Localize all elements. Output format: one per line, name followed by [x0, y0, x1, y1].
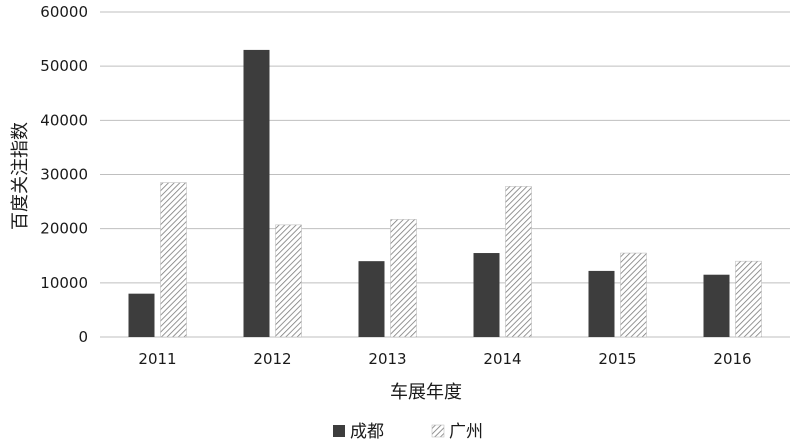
y-axis-ticks: 0 10000 20000 30000 40000 50000 60000 — [40, 3, 88, 346]
bar-guangzhou-2014 — [505, 186, 532, 338]
gridlines — [100, 11, 790, 338]
bar-chengdu-2011 — [128, 293, 155, 337]
bar-chengdu-2012 — [243, 49, 270, 338]
y-tick-label: 0 — [78, 328, 88, 346]
bar-chengdu-2015 — [588, 270, 615, 337]
y-tick-label: 10000 — [40, 274, 88, 292]
bar-chengdu-2013 — [358, 261, 385, 337]
bar-chengdu-2016 — [703, 274, 730, 337]
y-tick-label: 40000 — [40, 111, 88, 129]
bars — [128, 49, 762, 338]
y-tick-label: 30000 — [40, 166, 88, 184]
x-tick-label: 2014 — [483, 350, 521, 368]
y-axis-title: 百度关注指数 — [10, 122, 31, 230]
x-tick-label: 2012 — [253, 350, 291, 368]
legend-swatch-chengdu — [333, 425, 345, 437]
x-tick-label: 2011 — [138, 350, 176, 368]
bar-guangzhou-2012 — [275, 224, 302, 338]
x-tick-label: 2016 — [713, 350, 751, 368]
x-tick-label: 2015 — [598, 350, 636, 368]
bar-guangzhou-2013 — [390, 219, 417, 338]
bar-chengdu-2014 — [473, 253, 500, 337]
y-tick-label: 50000 — [40, 57, 88, 75]
y-tick-label: 20000 — [40, 220, 88, 238]
bar-guangzhou-2016 — [735, 260, 762, 338]
bar-guangzhou-2015 — [620, 252, 647, 338]
bar-guangzhou-2011 — [160, 182, 187, 338]
legend: 成都 广州 — [333, 422, 483, 442]
x-axis-ticks: 2011 2012 2013 2014 2015 2016 — [138, 350, 751, 368]
x-axis-title: 车展年度 — [390, 382, 462, 403]
legend-swatch-guangzhou — [431, 424, 445, 438]
legend-label-guangzhou: 广州 — [449, 422, 483, 442]
y-tick-label: 60000 — [40, 3, 88, 21]
x-tick-label: 2013 — [368, 350, 406, 368]
legend-label-chengdu: 成都 — [350, 422, 384, 442]
